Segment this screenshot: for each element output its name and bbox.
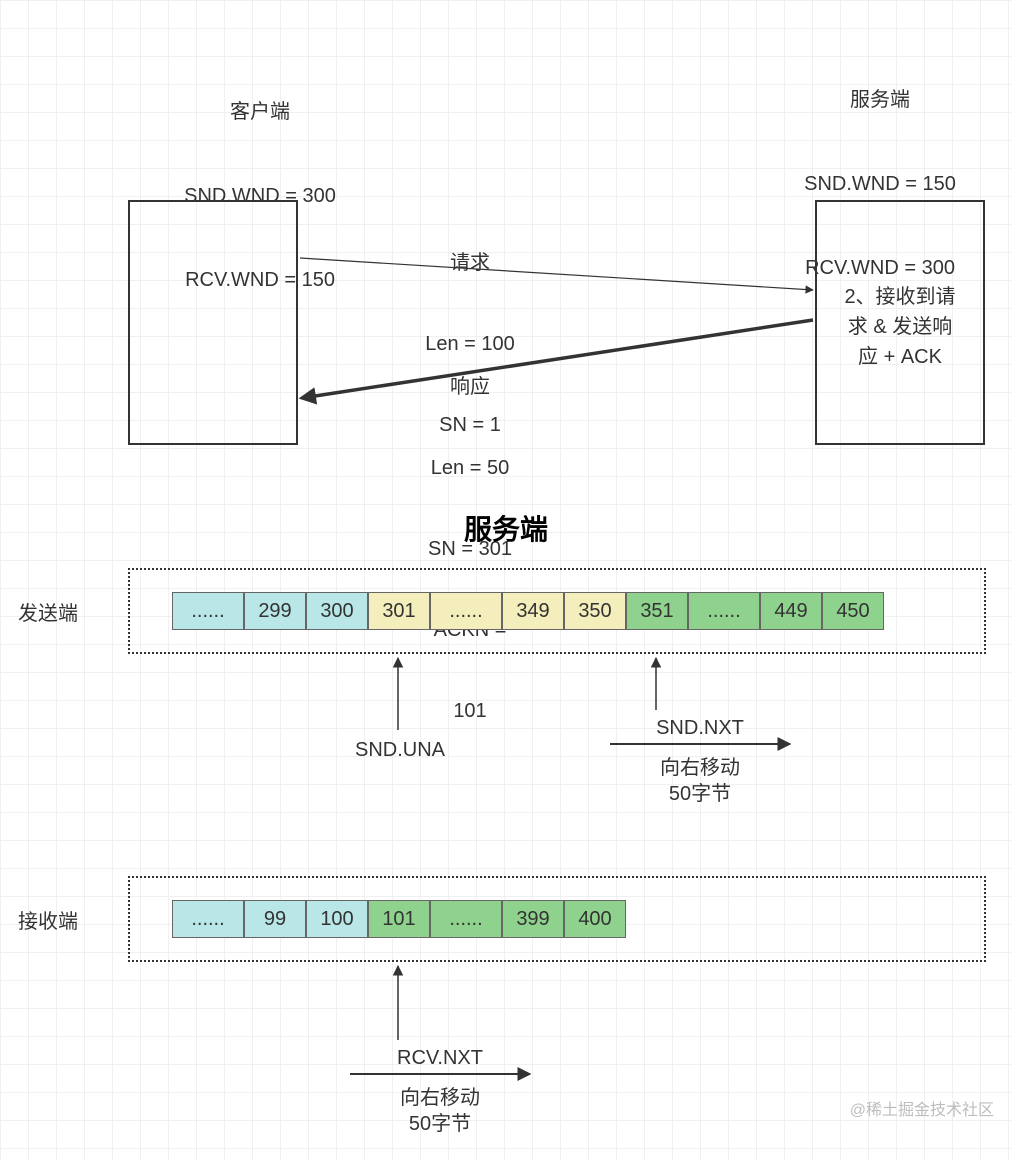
rcv-nxt-pointer <box>0 0 1012 1160</box>
rcv-nxt-note1: 向右移动 <box>350 1084 530 1112</box>
rcv-nxt-label: RCV.NXT <box>350 1044 530 1072</box>
watermark: @稀土掘金技术社区 <box>850 1096 994 1120</box>
rcv-nxt-note2: 50字节 <box>350 1110 530 1138</box>
